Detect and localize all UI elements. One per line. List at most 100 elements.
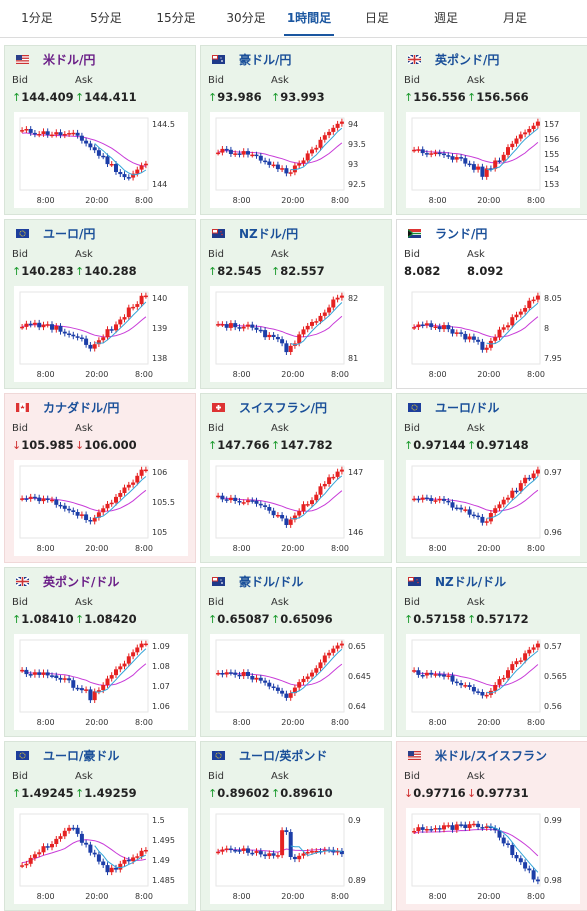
- pair-name[interactable]: 豪ドル/ドル: [239, 575, 304, 589]
- candle: [263, 330, 268, 338]
- pair-name[interactable]: ランド/円: [435, 227, 488, 241]
- y-tick-label: 94: [348, 120, 358, 129]
- candle: [241, 848, 246, 851]
- x-tick-label: 8:00: [233, 196, 251, 205]
- candle: [79, 833, 84, 843]
- tab-7[interactable]: 月足: [502, 11, 527, 25]
- candle: [143, 163, 148, 166]
- rate-chart[interactable]: 0.97 0.96 8:00 20:00 8:00: [406, 460, 580, 556]
- rate-chart[interactable]: 82 81 8:00 20:00 8:00: [210, 286, 384, 382]
- candle: [122, 663, 127, 667]
- candle: [476, 515, 481, 518]
- rate-card[interactable]: ユーロ/豪ドル Bid Ask ↑1.49245 ↑1.49259 1.5 1.495 1.4…: [4, 741, 196, 911]
- tab-4[interactable]: 1時間足: [284, 0, 334, 36]
- ask-value: ↑1.49259: [75, 786, 137, 800]
- candle: [442, 674, 446, 677]
- pair-name[interactable]: ユーロ/豪ドル: [43, 749, 120, 763]
- candle: [143, 295, 148, 298]
- candle: [71, 132, 76, 135]
- pair-name[interactable]: NZドル/円: [239, 227, 299, 241]
- x-tick-label: 20:00: [477, 370, 500, 379]
- rate-card[interactable]: 英ポンド/ドル Bid Ask ↑1.08410 ↑1.08420 1.09 1.08 1.0…: [4, 567, 196, 737]
- tab-2[interactable]: 15分足: [156, 11, 196, 25]
- x-tick-label: 8:00: [331, 892, 349, 901]
- rate-card[interactable]: NZドル/円 Bid Ask ↑82.545 ↑82.557 82 81 8:00 20:00 8…: [200, 219, 392, 389]
- candle: [484, 694, 489, 697]
- rate-card[interactable]: ユーロ/英ポンド Bid Ask ↑0.89602 ↑0.89610 0.9 0.89 8:0…: [200, 741, 392, 911]
- candle: [301, 678, 306, 683]
- rate-chart[interactable]: 94 93.5 93 92.5 8:00 20:00 8:00: [210, 112, 384, 208]
- candle: [122, 174, 127, 178]
- x-tick-label: 20:00: [85, 544, 108, 553]
- pair-name[interactable]: 米ドル/円: [43, 53, 96, 67]
- ask-label: Ask: [271, 423, 289, 434]
- rate-chart[interactable]: 0.65 0.645 0.64 8:00 20:00 8:00: [210, 634, 384, 730]
- pair-name[interactable]: スイスフラン/円: [239, 401, 328, 415]
- rate-chart[interactable]: 144.5 144 8:00 20:00 8:00: [14, 112, 188, 208]
- y-tick-label: 0.97: [544, 468, 562, 477]
- rate-chart[interactable]: 157 156 155 154 153 8:00 20:00 8:00: [406, 112, 580, 208]
- rate-card[interactable]: スイスフラン/円 Bid Ask ↑147.766 ↑147.782 147 146 8:00…: [200, 393, 392, 563]
- x-tick-label: 8:00: [429, 718, 447, 727]
- rate-chart[interactable]: 0.9 0.89 8:00 20:00 8:00: [210, 808, 384, 904]
- candle: [429, 672, 434, 675]
- rate-card[interactable]: ユーロ/円 Bid Ask ↑140.283 ↑140.288 140 139 138 8:00…: [4, 219, 196, 389]
- rate-card[interactable]: NZドル/ドル Bid Ask ↑0.57158 ↑0.57172 0.57 0.565 0.…: [396, 567, 587, 737]
- rate-card[interactable]: ユーロ/ドル Bid Ask ↑0.97144 ↑0.97148 0.97 0.96 8:00…: [396, 393, 587, 563]
- pair-name[interactable]: カナダドル/円: [43, 401, 120, 415]
- pair-name[interactable]: ユーロ/円: [43, 227, 96, 241]
- tab-0[interactable]: 1分足: [21, 11, 53, 25]
- rate-card[interactable]: 米ドル/円 Bid Ask ↑144.409 ↑144.411 144.5 144 8:00 2…: [4, 45, 196, 215]
- rate-chart[interactable]: 147 146 8:00 20:00 8:00: [210, 460, 384, 556]
- rate-chart[interactable]: 106 105.5 105 8:00 20:00 8:00: [14, 460, 188, 556]
- rate-chart[interactable]: 8.05 8 7.95 8:00 20:00 8:00: [406, 286, 580, 382]
- candle: [446, 675, 451, 677]
- tab-6[interactable]: 週足: [433, 11, 458, 25]
- x-tick-label: 20:00: [281, 370, 304, 379]
- tab-1[interactable]: 5分足: [90, 11, 122, 25]
- candlestick-chart: 0.97 0.96 8:00 20:00 8:00: [411, 465, 562, 553]
- rate-card[interactable]: 豪ドル/円 Bid Ask ↑93.986 ↑93.993 94 93.5 93 92.5 8:0…: [200, 45, 392, 215]
- rate-card[interactable]: 米ドル/スイスフラン Bid Ask ↓0.97716 ↓0.97731 0.99 0.98…: [396, 741, 587, 911]
- tab-5[interactable]: 日足: [364, 11, 389, 25]
- candle: [297, 682, 302, 688]
- rate-card[interactable]: 英ポンド/円 Bid Ask ↑156.556 ↑156.566 157 156 155 154…: [396, 45, 587, 215]
- up-arrow-icon: ↑: [75, 613, 85, 626]
- candle: [254, 327, 259, 330]
- candle: [429, 153, 434, 155]
- rate-chart[interactable]: 0.57 0.565 0.56 8:00 20:00 8:00: [406, 634, 580, 730]
- rate-card[interactable]: 豪ドル/ドル Bid Ask ↑0.65087 ↑0.65096 0.65 0.645 0.6…: [200, 567, 392, 737]
- candle: [280, 830, 285, 856]
- pair-name[interactable]: 米ドル/スイスフラン: [435, 749, 548, 763]
- candle: [412, 149, 417, 152]
- rate-chart[interactable]: 140 139 138 8:00 20:00 8:00: [14, 286, 188, 382]
- pair-name[interactable]: 英ポンド/円: [435, 53, 500, 67]
- up-arrow-icon: ↑: [208, 439, 218, 452]
- rate-chart[interactable]: 0.99 0.98 8:00 20:00 8:00: [406, 808, 580, 904]
- candle: [322, 312, 327, 316]
- candle: [92, 147, 97, 151]
- candle: [310, 322, 314, 326]
- up-arrow-icon: ↑: [271, 439, 281, 452]
- rate-chart[interactable]: 1.5 1.495 1.49 1.485 8:00 20:00 8:00: [14, 808, 188, 904]
- pair-name[interactable]: 豪ドル/円: [239, 53, 292, 67]
- candle: [327, 307, 332, 313]
- pair-name[interactable]: 英ポンド/ドル: [43, 575, 120, 589]
- candle: [109, 329, 114, 331]
- rate-card[interactable]: カナダドル/円 Bid Ask ↓105.985 ↓106.000 106 105.5 105…: [4, 393, 196, 563]
- ask-value: ↑144.411: [75, 90, 137, 104]
- candle: [84, 338, 89, 345]
- candle: [450, 675, 455, 682]
- candle: [501, 837, 506, 844]
- tab-3[interactable]: 30分足: [226, 11, 266, 25]
- pair-name[interactable]: NZドル/ドル: [435, 575, 507, 589]
- rate-card[interactable]: ランド/円 Bid Ask 8.082 8.092 8.05 8 7.95 8:00 20:00 8…: [396, 219, 587, 389]
- y-tick-label: 153: [544, 180, 559, 189]
- candle: [41, 498, 46, 502]
- candle: [250, 500, 255, 502]
- candle: [450, 156, 455, 160]
- pair-name[interactable]: ユーロ/英ポンド: [239, 749, 328, 763]
- pair-name[interactable]: ユーロ/ドル: [435, 401, 500, 415]
- candle: [228, 149, 233, 154]
- rate-chart[interactable]: 1.09 1.08 1.07 1.06 8:00 20:00 8:00: [14, 634, 188, 730]
